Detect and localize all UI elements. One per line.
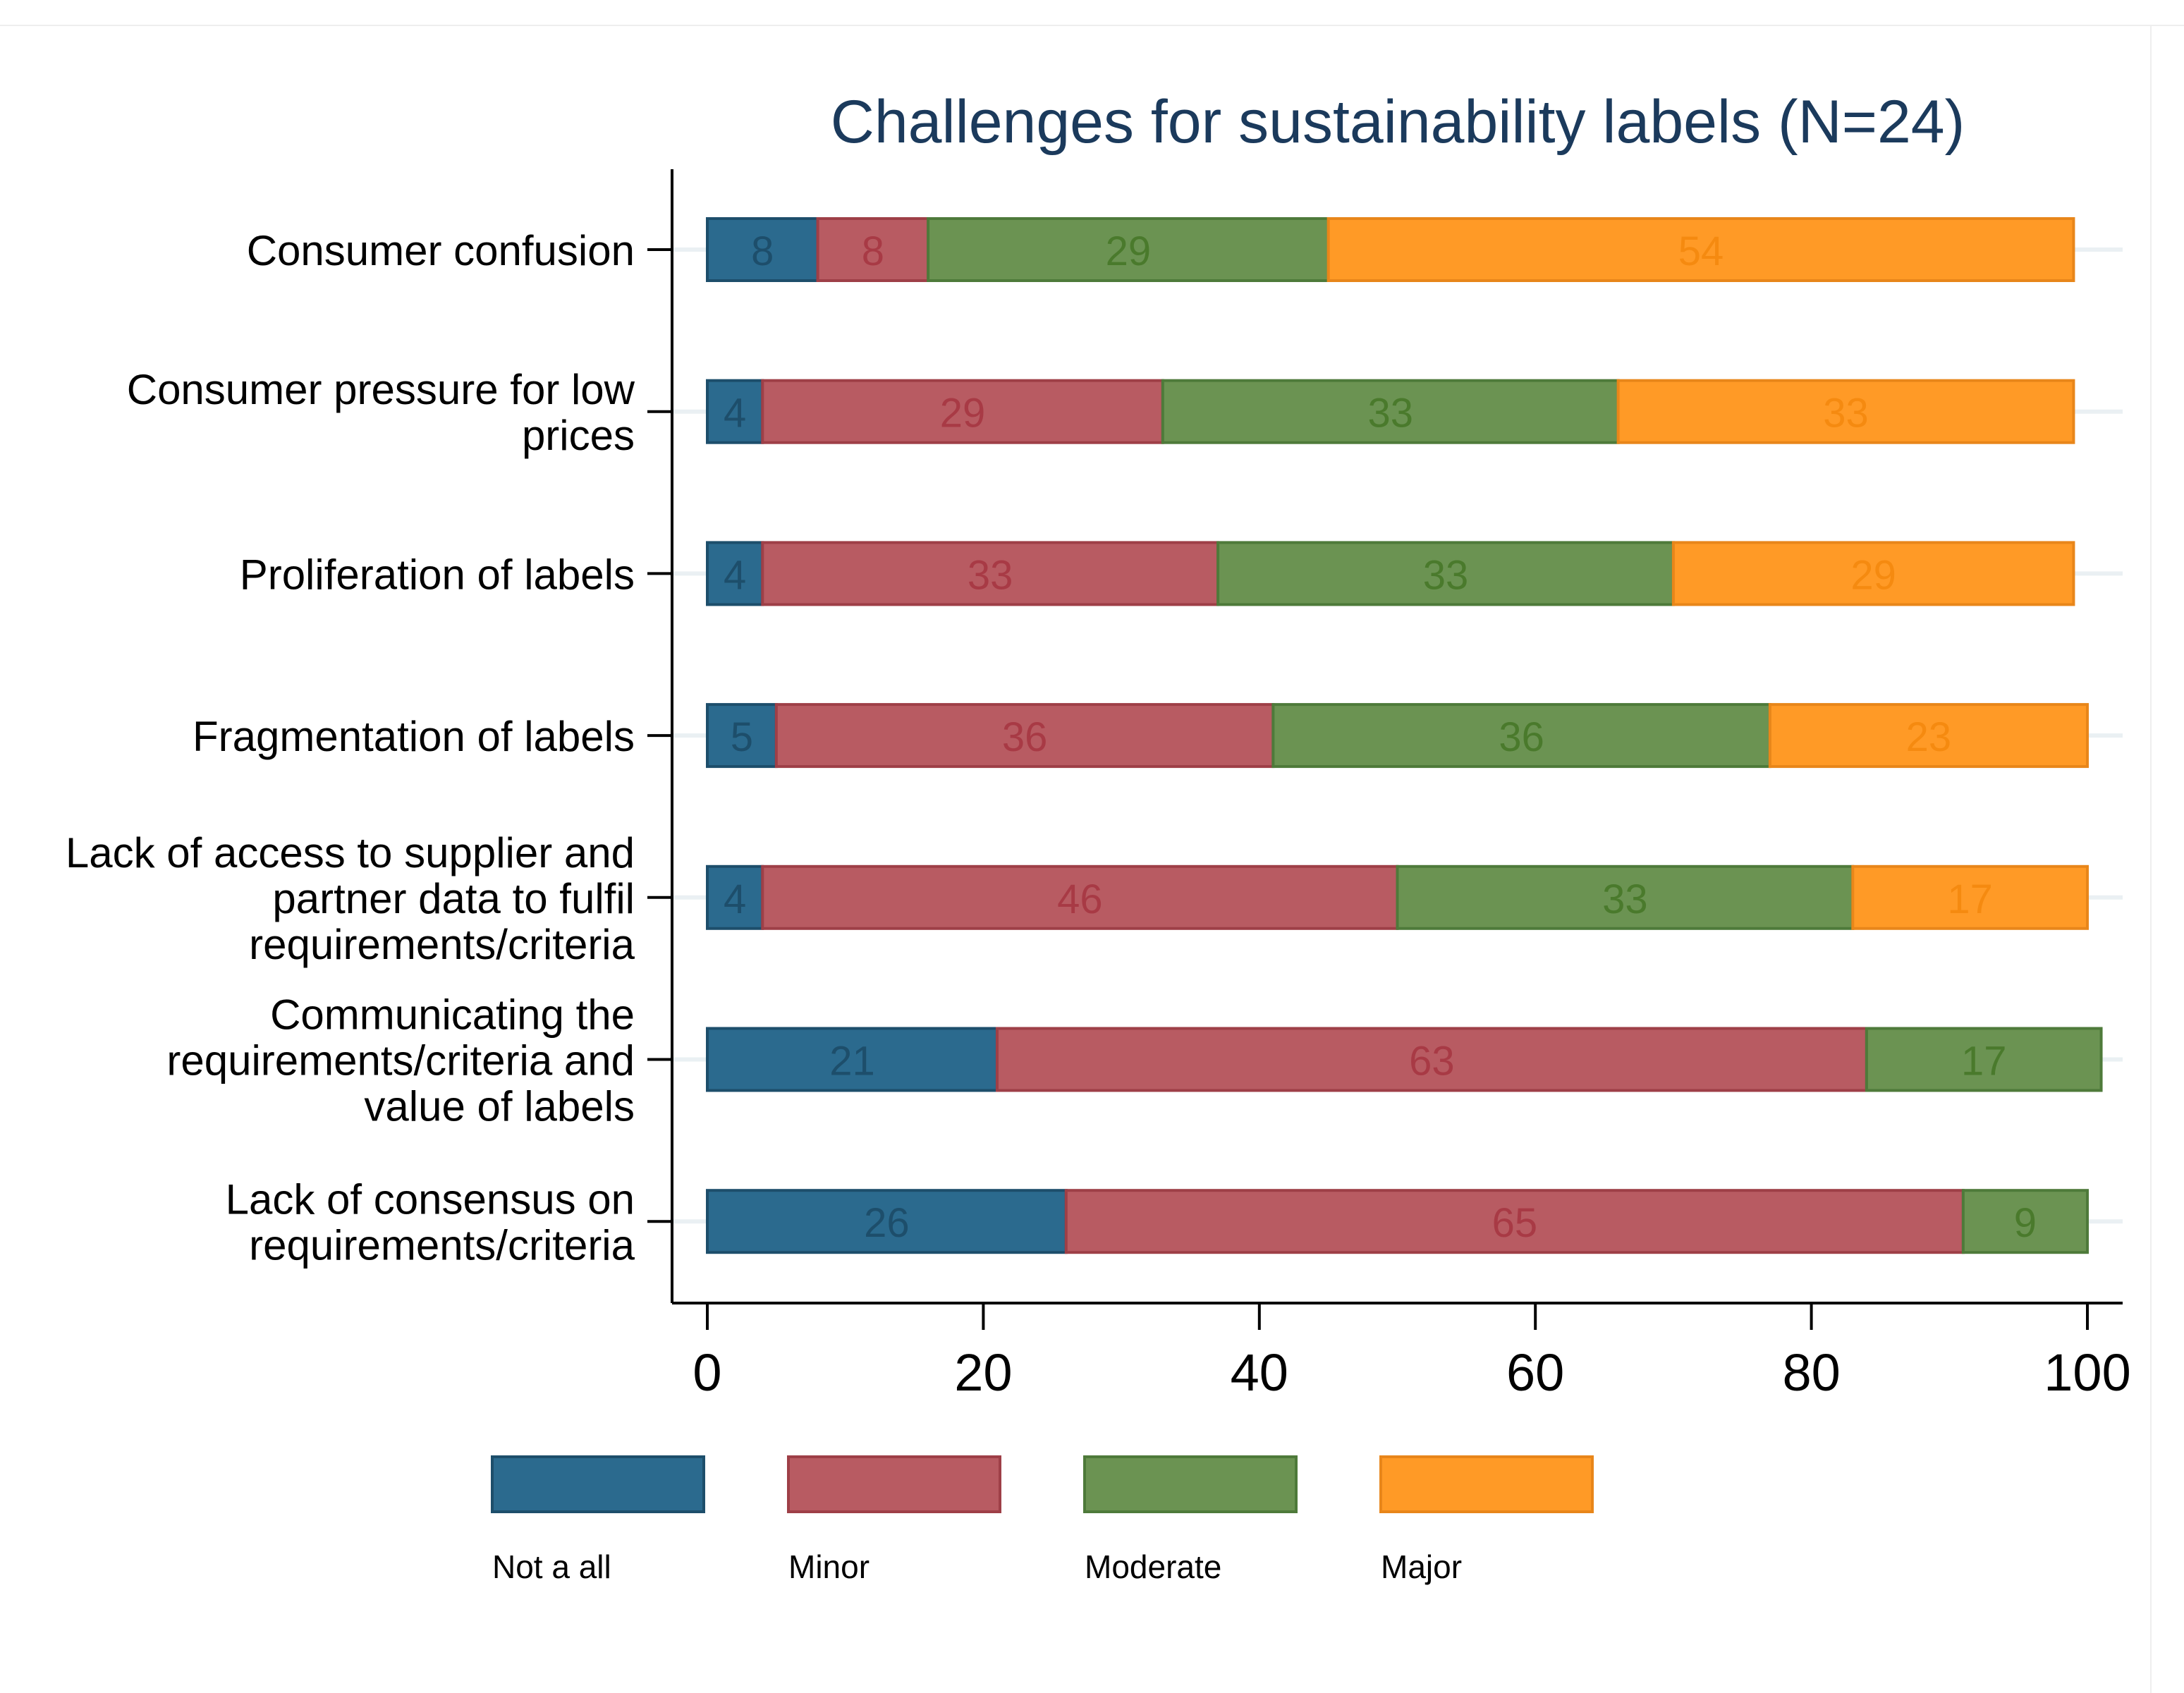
bar-segment — [706, 703, 778, 769]
x-tick-label: 80 — [1782, 1343, 1840, 1402]
category-label-line: requirements/criteria — [249, 1222, 635, 1269]
x-tick-label: 40 — [1231, 1343, 1288, 1402]
category-label-line: Fragmentation of labels — [193, 713, 635, 760]
category-label-line: partner data to fulfil — [272, 875, 635, 922]
chart-title: Challenges for sustainability labels (N=… — [831, 88, 1965, 156]
legend-swatch — [1379, 1455, 1594, 1513]
category-label: Consumer pressure for low prices — [127, 366, 635, 459]
data-label: 8 — [862, 228, 884, 274]
data-label: 33 — [968, 552, 1013, 598]
data-label: 36 — [1002, 714, 1048, 760]
legend: Not a all Minor Moderate Major — [491, 1455, 1594, 1585]
data-label: 5 — [731, 714, 753, 760]
category-label: Lack of consensus on requirements/criteri… — [226, 1176, 635, 1269]
legend-label: Major — [1381, 1548, 1462, 1585]
data-label: 63 — [1409, 1039, 1455, 1084]
category-label-line: value of labels — [364, 1083, 635, 1130]
data-label: 23 — [1906, 714, 1952, 760]
data-label: 8 — [751, 228, 774, 274]
bar-segment — [1064, 1189, 1965, 1254]
data-label: 21 — [829, 1039, 875, 1084]
data-label: 33 — [1823, 391, 1869, 436]
legend-label: Moderate — [1085, 1548, 1221, 1585]
x-tick-label: 0 — [693, 1343, 721, 1402]
data-label: 36 — [1499, 714, 1544, 760]
data-label: 29 — [940, 391, 986, 436]
bar-segment — [706, 541, 764, 606]
category-label-line: requirements/criteria and — [166, 1037, 635, 1084]
bar-segment — [706, 1027, 999, 1092]
legend-label: Not a all — [492, 1548, 611, 1585]
bar-segment — [1865, 1027, 2103, 1092]
category-label-line: requirements/criteria — [249, 921, 635, 968]
category-labels: Consumer confusion Consumer pressure for … — [66, 227, 635, 1269]
category-label: Fragmentation of labels — [193, 713, 635, 760]
bar-segment — [1768, 703, 2089, 769]
legend-label: Minor — [788, 1548, 870, 1585]
data-label: 33 — [1602, 876, 1648, 922]
x-tick-label: 100 — [2044, 1343, 2130, 1402]
data-label: 29 — [1106, 228, 1152, 274]
data-label: 26 — [864, 1200, 910, 1246]
x-tick-label: 60 — [1506, 1343, 1564, 1402]
legend-swatch — [491, 1455, 705, 1513]
bar-segment — [1271, 703, 1771, 769]
legend-swatch — [1083, 1455, 1298, 1513]
category-label-line: Communicating the — [270, 991, 635, 1039]
legend-swatch — [787, 1455, 1001, 1513]
data-label: 4 — [724, 552, 746, 598]
data-label: 65 — [1492, 1200, 1538, 1246]
data-label: 54 — [1678, 228, 1724, 274]
data-label: 29 — [1850, 552, 1896, 598]
bar-segment — [706, 217, 819, 282]
category-label: Consumer confusion — [247, 227, 635, 274]
bar-segment — [761, 864, 1399, 930]
x-tick-label: 20 — [954, 1343, 1012, 1402]
category-label: Lack of access to supplier and partner da… — [66, 829, 635, 968]
category-label: Proliferation of labels — [240, 551, 635, 598]
bars-group: 8 8 29 54 4 29 33 33 4 33 33 29 5 36 36 23 4 46 33 17 21 63 17… — [706, 217, 2103, 1254]
category-label-line: Consumer pressure for low — [127, 366, 635, 413]
bar-segment — [761, 541, 1220, 606]
bar-segment — [1616, 379, 2075, 444]
data-label: 17 — [1961, 1039, 2007, 1084]
data-label: 33 — [1423, 552, 1469, 598]
bar-segment — [1671, 541, 2075, 606]
data-label: 9 — [2014, 1200, 2037, 1246]
category-label-line: Proliferation of labels — [240, 551, 635, 598]
data-label: 4 — [724, 876, 746, 922]
bar-segment — [1161, 379, 1620, 444]
category-label-line: Consumer confusion — [247, 227, 635, 274]
data-label: 46 — [1057, 876, 1103, 922]
bar-segment — [1961, 1189, 2090, 1254]
data-label: 4 — [724, 391, 746, 436]
category-label-line: Lack of access to supplier and — [66, 829, 635, 876]
data-label: 33 — [1367, 391, 1413, 436]
category-label-line: prices — [522, 412, 635, 459]
bar-segment — [1326, 217, 2075, 282]
category-label: Communicating the requirements/criteria a… — [166, 991, 635, 1130]
data-label: 17 — [1947, 876, 1993, 922]
category-label-line: Lack of consensus on — [226, 1176, 635, 1223]
axes: 0 20 40 60 80 100 — [647, 169, 2131, 1402]
bar-segment — [706, 864, 764, 930]
bar-segment — [995, 1027, 1868, 1092]
bar-segment — [1396, 864, 1855, 930]
bar-segment — [1851, 864, 2090, 930]
